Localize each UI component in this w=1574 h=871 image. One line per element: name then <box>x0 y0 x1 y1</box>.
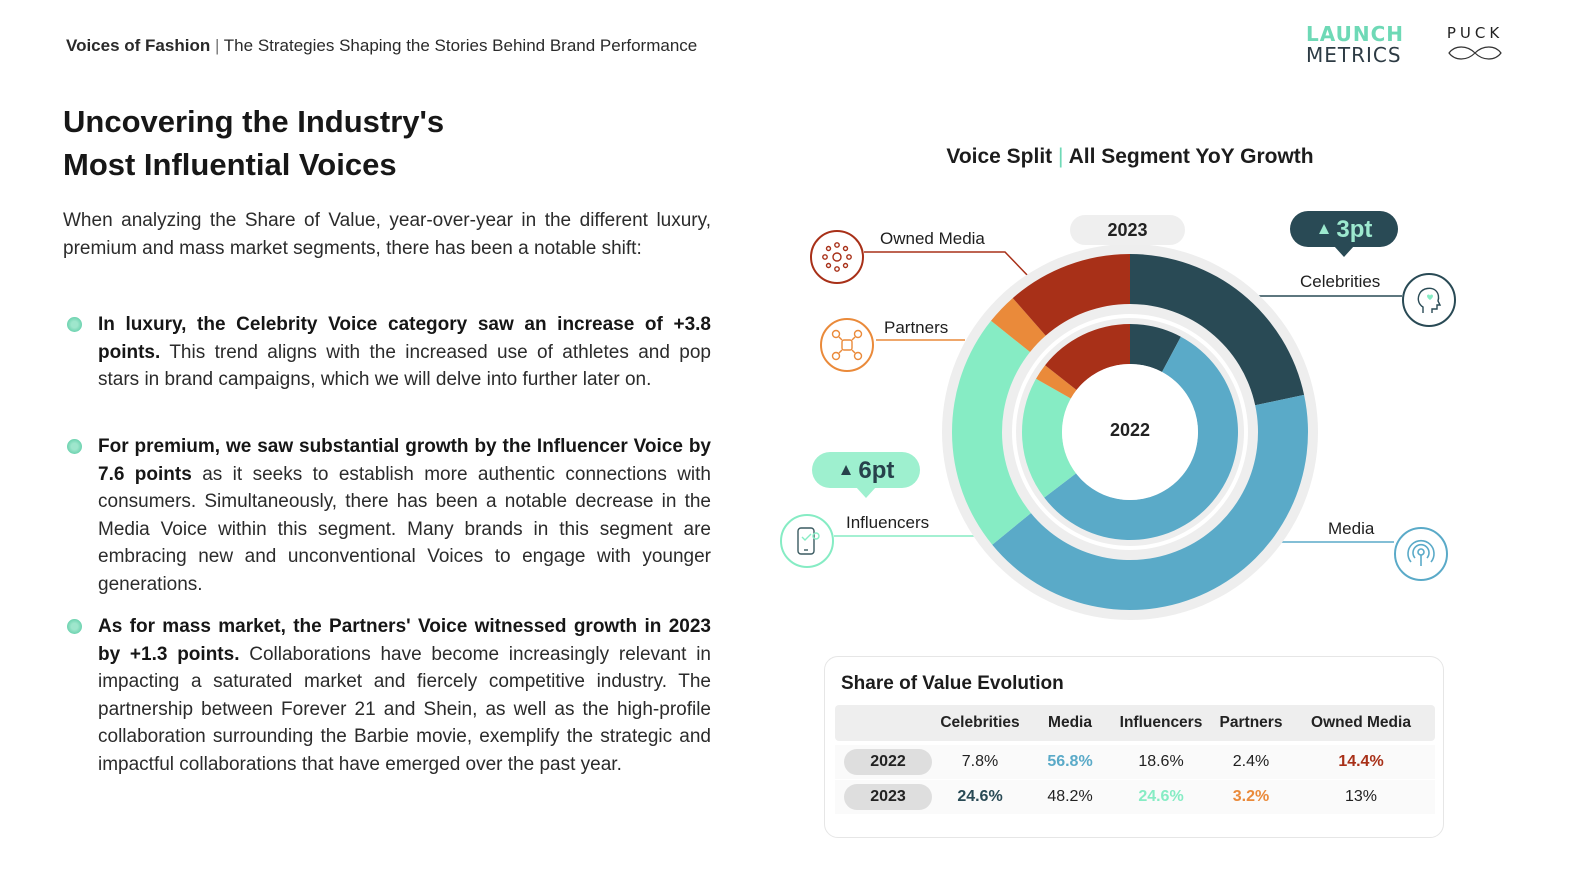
row-year-pill: 2023 <box>844 784 932 810</box>
celebrities-growth-badge: ▲ 3pt <box>1290 211 1398 257</box>
cell-partners: 2.4% <box>1232 753 1270 770</box>
table-header-owned-media: Owned Media <box>1311 714 1411 731</box>
bullet-premium-bold: For premium, we saw substantial growth b… <box>98 436 711 485</box>
cell-influencers: 24.6% <box>1138 788 1184 805</box>
label-celebrities: Celebrities <box>1300 272 1381 291</box>
outer-ring-slice-influencers <box>952 320 1031 545</box>
cell-owned-media: 13% <box>1344 788 1378 805</box>
chart-title-separator: | <box>1058 145 1064 168</box>
cell-media: 56.8% <box>1047 753 1093 770</box>
puck-logo: PUCK <box>1432 24 1518 62</box>
table-header-influencers: Influencers <box>1119 714 1203 731</box>
celebrities-growth-value: 3pt <box>1336 216 1373 243</box>
page-title-line1: Uncovering the Industry's <box>63 104 445 139</box>
bullet-dot-icon <box>67 619 82 634</box>
up-triangle-icon: ▲ <box>837 460 855 479</box>
table-header-media: Media <box>1048 714 1092 731</box>
outer-ring-2023 <box>952 254 1308 610</box>
donut-center-hole <box>1062 364 1198 500</box>
row-year-cell: 2023 <box>843 780 933 814</box>
bullet-mass-market: As for mass market, the Partners' Voice … <box>63 613 711 778</box>
chart-title-part1: Voice Split <box>946 145 1053 168</box>
inner-ring-slice-owned-media <box>1045 323 1130 390</box>
launchmetrics-logo: LAUNCH METRICS <box>1306 24 1404 66</box>
intro-paragraph: When analyzing the Share of Value, year-… <box>63 210 711 259</box>
page-title-line2: Most Influential Voices <box>63 147 397 182</box>
bullet-mass-text: Collaborations have become increasingly … <box>98 643 712 775</box>
inner-year-label: 2022 <box>1109 420 1151 440</box>
cell-celebrities: 24.6% <box>957 788 1003 805</box>
label-influencers: Influencers <box>846 513 930 532</box>
cell-media: 48.2% <box>1047 788 1093 805</box>
puck-logo-text: PUCK <box>1446 24 1504 42</box>
outer-ring-slice-media <box>992 394 1308 610</box>
influencers-growth-badge: ▲ 6pt <box>812 452 920 498</box>
share-of-value-table-card: Share of Value Evolution Celebrities Med… <box>824 656 1444 838</box>
table-header-partners: Partners <box>1219 714 1283 731</box>
table-row: 2022 7.8% 56.8% 18.6% 2.4% 14.4% <box>835 745 1435 779</box>
inner-ring-2022 <box>1022 323 1239 541</box>
table-header-celebrities: Celebrities <box>940 714 1020 731</box>
inner-ring-slice-celebrities <box>1130 324 1181 373</box>
chart-title-part2: All Segment YoY Growth <box>1068 145 1314 168</box>
bullet-dot-icon <box>67 439 82 454</box>
cell-celebrities: 7.8% <box>961 753 999 770</box>
partners-handshake-icon <box>820 318 874 372</box>
leader-line-owned-media <box>864 251 1031 279</box>
bullet-mass-bold: As for mass market, the Partners' Voice … <box>98 616 711 665</box>
outer-ring-slice-partners <box>991 298 1046 353</box>
label-partners: Partners <box>884 318 949 337</box>
influencers-growth-value: 6pt <box>858 457 895 484</box>
inner-ring-slice-influencers <box>1022 378 1077 498</box>
inner-ring-slice-partners <box>1036 365 1077 399</box>
outer-ring-slice-owned-media <box>1012 254 1130 336</box>
row-year-cell: 2022 <box>843 745 933 779</box>
inner-ring-slice-media <box>1044 336 1239 541</box>
header: Voices of Fashion | The Strategies Shapi… <box>66 36 697 56</box>
cell-owned-media: 14.4% <box>1338 753 1384 770</box>
table-title: Share of Value Evolution <box>841 673 1064 694</box>
outer-year-pill: 2023 <box>1070 215 1185 245</box>
label-owned-media: Owned Media <box>880 229 985 248</box>
table-row: 2023 24.6% 48.2% 24.6% 3.2% 13% <box>835 780 1435 814</box>
up-triangle-icon: ▲ <box>1315 219 1333 238</box>
page-title: Uncovering the Industry's Most Influenti… <box>63 100 444 186</box>
launch-logo-line2: METRICS <box>1306 43 1402 67</box>
cell-influencers: 18.6% <box>1138 753 1184 770</box>
header-subtitle: The Strategies Shaping the Stories Behin… <box>223 36 698 55</box>
cell-partners: 3.2% <box>1232 788 1270 805</box>
puck-infinity-icon <box>1448 46 1502 60</box>
bullet-luxury-bold: In luxury, the Celebrity Voice category … <box>98 314 711 363</box>
table-header-row: Celebrities Media Influencers Partners O… <box>835 705 1435 741</box>
bullet-luxury-text: This trend aligns with the increased use… <box>98 341 711 391</box>
bullet-premium-text: as it seeks to establish more authentic … <box>98 463 712 595</box>
bullet-premium: For premium, we saw substantial growth b… <box>63 433 711 598</box>
media-broadcast-icon <box>1394 527 1448 581</box>
label-media: Media <box>1328 519 1375 538</box>
launch-logo-line1: LAUNCH <box>1306 22 1405 46</box>
bullet-dot-icon <box>67 317 82 332</box>
chart-title: Voice Split | All Segment YoY Growth <box>860 145 1400 169</box>
outer-ring-slice-celebrities <box>1130 254 1305 406</box>
header-brand: Voices of Fashion <box>66 36 211 55</box>
bullet-luxury: In luxury, the Celebrity Voice category … <box>63 311 711 394</box>
header-separator: | <box>214 36 220 55</box>
owned-media-network-icon <box>810 230 864 284</box>
celebrities-head-heart-icon <box>1402 273 1456 327</box>
influencers-phone-icon <box>780 514 834 568</box>
row-year-pill: 2022 <box>844 749 932 775</box>
